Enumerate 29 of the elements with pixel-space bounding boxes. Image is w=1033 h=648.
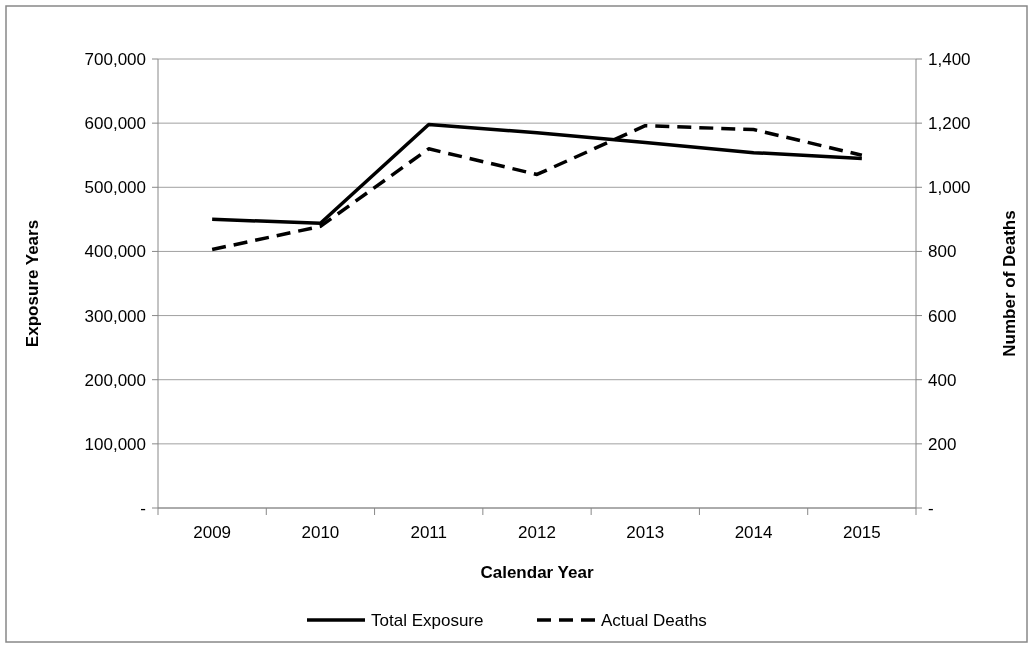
x-axis-title: Calendar Year <box>480 563 594 582</box>
y-tick-label: 100,000 <box>84 434 146 454</box>
y2-tick-label: 400 <box>928 370 957 390</box>
y2-tick-label: 1,400 <box>928 49 971 69</box>
y2-axis-title: Number of Deaths <box>1000 210 1019 357</box>
y-tick-label: 700,000 <box>84 49 146 69</box>
y2-tick-label: 1,000 <box>928 178 971 198</box>
x-tick-label: 2013 <box>626 523 665 542</box>
x-tick-label: 2014 <box>734 523 773 542</box>
y2-tick-label: 800 <box>928 242 957 262</box>
y-tick-label: 400,000 <box>84 242 146 262</box>
y2-tick-label: - <box>928 498 934 518</box>
x-tick-label: 2015 <box>842 523 881 542</box>
legend-label: Total Exposure <box>371 610 484 630</box>
x-tick-label: 2012 <box>518 523 556 542</box>
y2-tick-label: 200 <box>928 434 957 454</box>
x-tick-label: 2009 <box>193 523 232 542</box>
y-tick-label: 300,000 <box>84 306 146 326</box>
line-series <box>210 123 864 252</box>
y-tick-label: 200,000 <box>84 370 146 390</box>
y-tick-label: 600,000 <box>84 114 146 134</box>
y2-tick-label: 1,200 <box>928 114 971 134</box>
legend-label: Actual Deaths <box>601 610 707 630</box>
x-tick-label: 2010 <box>301 523 340 542</box>
y-tick-label: 500,000 <box>84 178 146 198</box>
x-tick-label: 2011 <box>410 523 447 542</box>
y-axis-title: Exposure Years <box>23 219 42 348</box>
y2-tick-label: 600 <box>928 306 957 326</box>
y-tick-label: - <box>140 498 146 518</box>
